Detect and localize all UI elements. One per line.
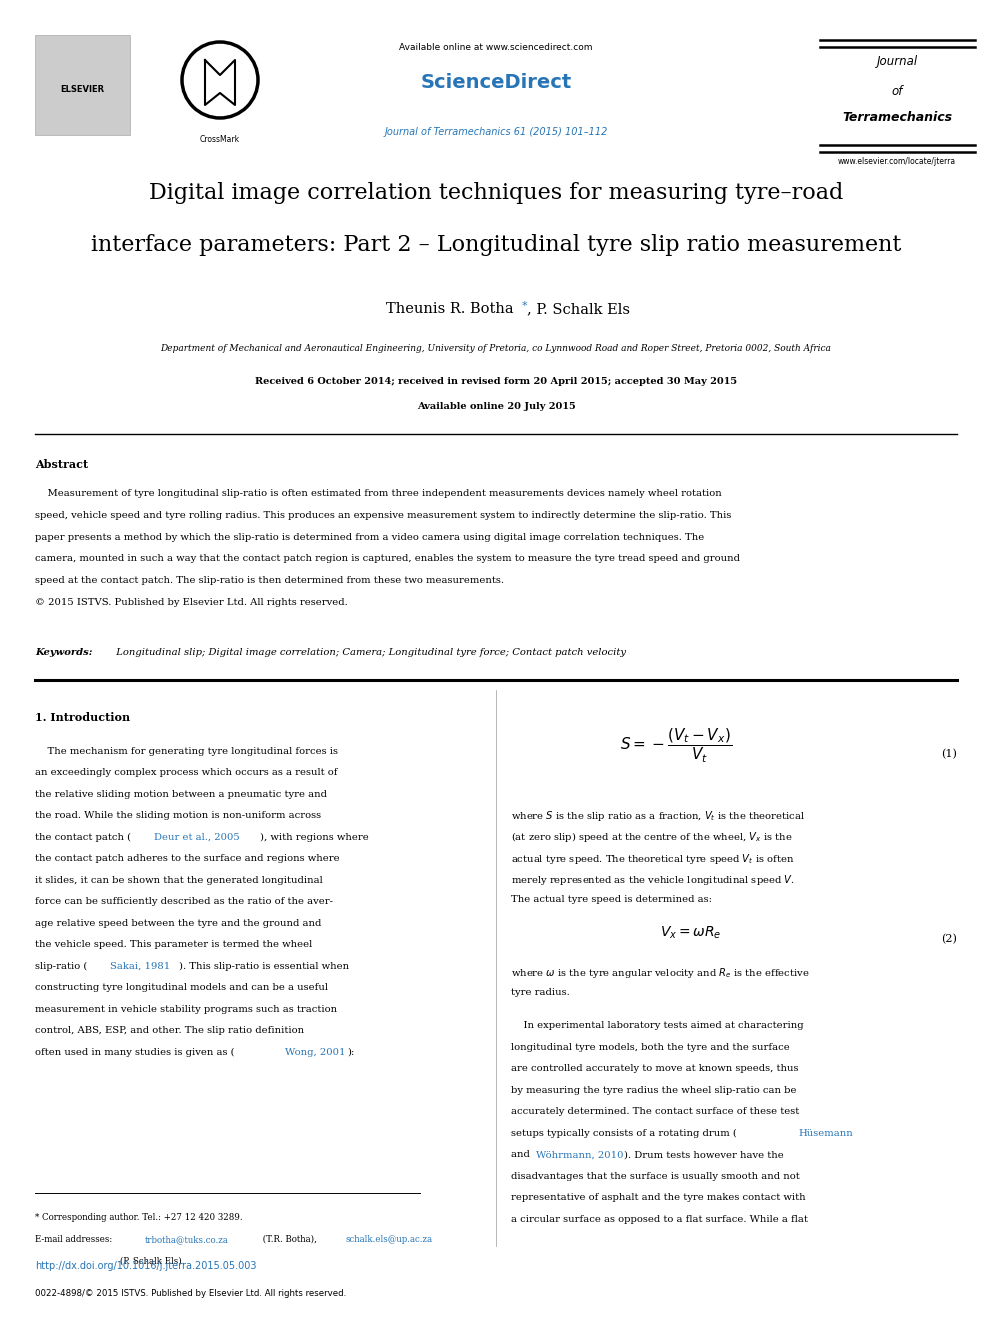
Text: it slides, it can be shown that the generated longitudinal: it slides, it can be shown that the gene… [35, 876, 322, 885]
Text: Available online 20 July 2015: Available online 20 July 2015 [417, 402, 575, 411]
Text: Measurement of tyre longitudinal slip-ratio is often estimated from three indepe: Measurement of tyre longitudinal slip-ra… [35, 490, 722, 497]
Text: Wong, 2001: Wong, 2001 [285, 1048, 345, 1057]
Text: actual tyre speed. The theoretical tyre speed $V_t$ is often: actual tyre speed. The theoretical tyre … [511, 852, 795, 865]
Text: constructing tyre longitudinal models and can be a useful: constructing tyre longitudinal models an… [35, 983, 328, 992]
Text: Digital image correlation techniques for measuring tyre–road: Digital image correlation techniques for… [149, 183, 843, 204]
Text: 1. Introduction: 1. Introduction [35, 712, 130, 722]
Text: ), with regions where: ), with regions where [260, 832, 369, 841]
Text: 0022-4898/© 2015 ISTVS. Published by Elsevier Ltd. All rights reserved.: 0022-4898/© 2015 ISTVS. Published by Els… [35, 1289, 346, 1298]
Text: Longitudinal slip; Digital image correlation; Camera; Longitudinal tyre force; C: Longitudinal slip; Digital image correla… [110, 648, 626, 656]
Text: www.elsevier.com/locate/jterra: www.elsevier.com/locate/jterra [838, 157, 956, 165]
Text: © 2015 ISTVS. Published by Elsevier Ltd. All rights reserved.: © 2015 ISTVS. Published by Elsevier Ltd.… [35, 598, 348, 607]
Text: the contact patch (: the contact patch ( [35, 832, 131, 841]
Text: E-mail addresses:: E-mail addresses: [35, 1234, 115, 1244]
Text: a circular surface as opposed to a flat surface. While a flat: a circular surface as opposed to a flat … [511, 1215, 807, 1224]
Text: accurately determined. The contact surface of these test: accurately determined. The contact surfa… [511, 1107, 800, 1117]
Text: where $\omega$ is the tyre angular velocity and $R_e$ is the effective: where $\omega$ is the tyre angular veloc… [511, 966, 809, 980]
Text: http://dx.doi.org/10.1016/j.jterra.2015.05.003: http://dx.doi.org/10.1016/j.jterra.2015.… [35, 1261, 257, 1271]
Text: * Corresponding author. Tel.: +27 12 420 3289.: * Corresponding author. Tel.: +27 12 420… [35, 1213, 243, 1222]
Text: tyre radius.: tyre radius. [511, 988, 569, 996]
Text: *: * [522, 302, 528, 311]
Text: force can be sufficiently described as the ratio of the aver-: force can be sufficiently described as t… [35, 897, 333, 906]
Text: Sakai, 1981: Sakai, 1981 [110, 962, 171, 971]
Text: an exceedingly complex process which occurs as a result of: an exceedingly complex process which occ… [35, 769, 337, 778]
Text: Abstract: Abstract [35, 459, 88, 470]
Text: the contact patch adheres to the surface and regions where: the contact patch adheres to the surface… [35, 855, 339, 864]
Text: where $S$ is the slip ratio as a fraction, $V_t$ is the theoretical: where $S$ is the slip ratio as a fractio… [511, 808, 805, 823]
Text: schalk.els@up.ac.za: schalk.els@up.ac.za [345, 1234, 433, 1244]
Text: of: of [892, 85, 903, 98]
Text: longitudinal tyre models, both the tyre and the surface: longitudinal tyre models, both the tyre … [511, 1043, 790, 1052]
Text: control, ABS, ESP, and other. The slip ratio definition: control, ABS, ESP, and other. The slip r… [35, 1027, 305, 1036]
Text: $S = -\dfrac{(V_t - V_x)}{V_t}$: $S = -\dfrac{(V_t - V_x)}{V_t}$ [620, 726, 732, 765]
Text: Wöhrmann, 2010: Wöhrmann, 2010 [536, 1150, 624, 1159]
Text: camera, mounted in such a way that the contact patch region is captured, enables: camera, mounted in such a way that the c… [35, 554, 740, 564]
Text: disadvantages that the surface is usually smooth and not: disadvantages that the surface is usuall… [511, 1172, 800, 1181]
Text: Journal: Journal [877, 56, 918, 67]
Text: speed at the contact patch. The slip-ratio is then determined from these two mea: speed at the contact patch. The slip-rat… [35, 577, 504, 585]
Text: Hüsemann: Hüsemann [799, 1129, 853, 1138]
Text: ScienceDirect: ScienceDirect [421, 73, 571, 93]
Text: ). Drum tests however have the: ). Drum tests however have the [624, 1150, 784, 1159]
Text: trbotha@tuks.co.za: trbotha@tuks.co.za [145, 1234, 229, 1244]
Text: (T.R. Botha),: (T.R. Botha), [260, 1234, 319, 1244]
Text: (P. Schalk Els).: (P. Schalk Els). [120, 1257, 185, 1266]
Bar [35, 34, 130, 135]
Text: paper presents a method by which the slip-ratio is determined from a video camer: paper presents a method by which the sli… [35, 533, 704, 541]
Text: speed, vehicle speed and tyre rolling radius. This produces an expensive measure: speed, vehicle speed and tyre rolling ra… [35, 511, 731, 520]
Text: , P. Schalk Els: , P. Schalk Els [527, 302, 630, 316]
Text: setups typically consists of a rotating drum (: setups typically consists of a rotating … [511, 1129, 737, 1138]
Text: Department of Mechanical and Aeronautical Engineering, University of Pretoria, c: Department of Mechanical and Aeronautica… [161, 344, 831, 353]
Text: (at zero slip) speed at the centre of the wheel, $V_x$ is the: (at zero slip) speed at the centre of th… [511, 831, 793, 844]
Text: ELSEVIER: ELSEVIER [60, 86, 104, 94]
Text: Keywords:: Keywords: [35, 648, 92, 656]
Text: Received 6 October 2014; received in revised form 20 April 2015; accepted 30 May: Received 6 October 2014; received in rev… [255, 377, 737, 386]
Text: and: and [511, 1150, 533, 1159]
Text: are controlled accurately to move at known speeds, thus: are controlled accurately to move at kno… [511, 1064, 799, 1073]
Text: Available online at www.sciencedirect.com: Available online at www.sciencedirect.co… [399, 44, 593, 52]
Text: representative of asphalt and the tyre makes contact with: representative of asphalt and the tyre m… [511, 1193, 806, 1203]
Text: CrossMark: CrossMark [200, 135, 240, 144]
Text: Theunis R. Botha: Theunis R. Botha [386, 302, 514, 316]
Text: The mechanism for generating tyre longitudinal forces is: The mechanism for generating tyre longit… [35, 746, 338, 755]
Text: ):: ): [347, 1048, 355, 1057]
Text: In experimental laboratory tests aimed at charactering: In experimental laboratory tests aimed a… [511, 1021, 804, 1031]
Text: often used in many studies is given as (: often used in many studies is given as ( [35, 1048, 234, 1057]
Text: by measuring the tyre radius the wheel slip-ratio can be: by measuring the tyre radius the wheel s… [511, 1086, 797, 1095]
Text: Journal of Terramechanics 61 (2015) 101–112: Journal of Terramechanics 61 (2015) 101–… [384, 127, 608, 138]
Text: the relative sliding motion between a pneumatic tyre and: the relative sliding motion between a pn… [35, 790, 327, 799]
Text: $V_x = \omega R_e$: $V_x = \omega R_e$ [660, 925, 721, 941]
Text: (1): (1) [941, 749, 957, 759]
Text: ). This slip-ratio is essential when: ). This slip-ratio is essential when [179, 962, 349, 971]
Text: Terramechanics: Terramechanics [842, 111, 952, 124]
Text: age relative speed between the tyre and the ground and: age relative speed between the tyre and … [35, 918, 321, 927]
Text: Deur et al., 2005: Deur et al., 2005 [154, 832, 239, 841]
Text: The actual tyre speed is determined as:: The actual tyre speed is determined as: [511, 894, 712, 904]
Text: (2): (2) [941, 934, 957, 945]
Text: interface parameters: Part 2 – Longitudinal tyre slip ratio measurement: interface parameters: Part 2 – Longitudi… [91, 234, 901, 255]
Text: the vehicle speed. This parameter is termed the wheel: the vehicle speed. This parameter is ter… [35, 941, 312, 950]
Text: merely represented as the vehicle longitudinal speed $V$.: merely represented as the vehicle longit… [511, 873, 795, 888]
Text: slip-ratio (: slip-ratio ( [35, 962, 87, 971]
Text: measurement in vehicle stability programs such as traction: measurement in vehicle stability program… [35, 1004, 337, 1013]
Text: the road. While the sliding motion is non-uniform across: the road. While the sliding motion is no… [35, 811, 321, 820]
